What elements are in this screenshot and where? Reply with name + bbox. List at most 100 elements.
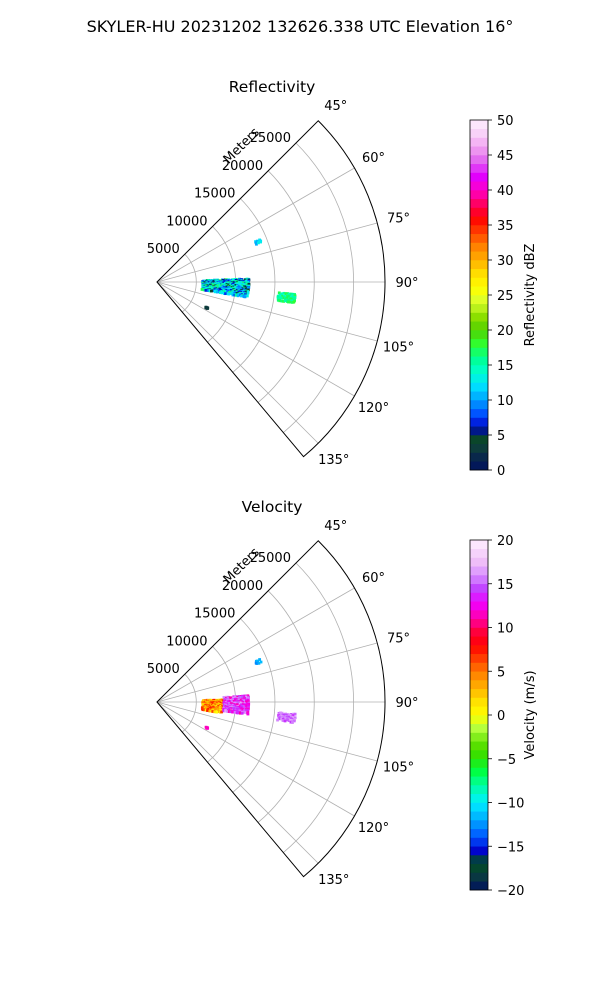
echo-gate (291, 714, 295, 717)
angular-tick-label: 135° (318, 453, 349, 468)
echo-gate (287, 714, 291, 718)
colorbar-segment (470, 575, 488, 585)
echo-gate (234, 695, 238, 699)
echo-gate (229, 710, 233, 714)
colorbar-segment (470, 610, 488, 620)
echo-gate (221, 285, 225, 289)
colorbar-segment (470, 627, 488, 637)
echo-gate (224, 292, 227, 296)
echo-gate (213, 290, 217, 294)
echo-gate (244, 711, 248, 715)
radial-tick-label: 15000 (194, 187, 235, 202)
echo-gate (286, 292, 290, 295)
colorbar-tick-label: 50 (497, 114, 514, 129)
angular-gridline (156, 281, 355, 397)
echo-gate (277, 714, 280, 717)
echo-gate (243, 278, 247, 282)
echo-gate (205, 726, 209, 730)
colorbar-segment (470, 785, 488, 795)
echo-gate (218, 284, 222, 288)
echo-gate (208, 709, 212, 713)
angular-tick-label: 120° (358, 401, 389, 416)
echo-gate (247, 699, 250, 703)
echo-gate (236, 701, 240, 705)
echo-gate (240, 711, 244, 715)
colorbar-tick-label: 45 (497, 149, 514, 164)
colorbar-segment (470, 400, 488, 410)
radial-tick-label: 25000 (250, 131, 291, 146)
echo-gate (254, 241, 258, 245)
colorbar-tick-label: 10 (497, 622, 514, 637)
radial-tick-label: 5000 (147, 662, 180, 677)
echo-gate (223, 698, 227, 701)
colorbar-segment (470, 653, 488, 663)
echo-gate (245, 294, 249, 298)
radial-gridline (182, 673, 197, 733)
radial-gridline (182, 253, 197, 313)
colorbar-tick-label: 35 (497, 219, 514, 234)
colorbar-segment (470, 461, 488, 471)
echo-gate (206, 289, 210, 292)
panel-title: Reflectivity (229, 78, 316, 96)
colorbar-segment (470, 120, 488, 130)
sector-frame (156, 540, 386, 878)
echo-gate (285, 297, 289, 300)
colorbar-segment (470, 671, 488, 681)
colorbar-tick-label: −15 (497, 840, 524, 855)
colorbar-tick-label: 20 (497, 534, 514, 549)
colorbar-segment (470, 820, 488, 830)
echo-gate (245, 277, 249, 281)
echo-gate (292, 300, 296, 304)
echo-gate (277, 291, 281, 295)
radial-gridline (257, 590, 315, 823)
echo-gate (291, 295, 295, 299)
colorbar-segment (470, 426, 488, 436)
colorbar-segment (470, 697, 488, 707)
echo-gate (204, 288, 208, 292)
echo-gate (286, 298, 289, 302)
echo-gate (231, 710, 235, 714)
colorbar-tick-label: 25 (497, 289, 514, 304)
echo-gate (246, 712, 250, 716)
colorbar-segment (470, 601, 488, 611)
echo-gate (235, 287, 239, 290)
colorbar-segment (470, 391, 488, 401)
echo-gate (215, 707, 219, 711)
echo-region (200, 698, 225, 714)
echo-gate (210, 701, 213, 705)
colorbar-segment (470, 776, 488, 786)
colorbar-segment (470, 373, 488, 383)
radial-gridline (283, 562, 354, 853)
echo-gate (229, 707, 233, 711)
radial-gridline (232, 198, 276, 373)
colorbar-segment (470, 793, 488, 803)
colorbar-segment (470, 356, 488, 366)
radial-tick-label: 25000 (250, 551, 291, 566)
echo-gate (226, 703, 230, 707)
echo-gate (278, 717, 282, 721)
echo-gate (255, 662, 259, 665)
colorbar: −20 −15 −10 −5 0 5 10 15 20 Velocity (m/s) (469, 534, 538, 899)
echo-gate (226, 290, 230, 294)
echo-gate (208, 289, 212, 293)
echo-gate (280, 711, 284, 715)
angular-gridline (156, 281, 319, 444)
colorbar-segment (470, 557, 488, 567)
radial-tick-label: 20000 (222, 579, 263, 594)
angular-tick-label: 135° (318, 873, 349, 888)
echo-gate (233, 704, 237, 708)
echo-gate (287, 719, 291, 722)
colorbar-segment (470, 347, 488, 357)
colorbar-segment (470, 750, 488, 760)
echo-region (222, 694, 251, 716)
colorbar-segment (470, 163, 488, 173)
echo-gate (206, 709, 209, 712)
echo-gate (240, 290, 244, 293)
echo-gate (282, 296, 286, 300)
colorbar-segment (470, 295, 488, 305)
colorbar-tick-label: 0 (497, 464, 505, 479)
echo-gate (245, 284, 249, 288)
echo-gate (282, 291, 286, 295)
echo-gate (210, 289, 213, 293)
